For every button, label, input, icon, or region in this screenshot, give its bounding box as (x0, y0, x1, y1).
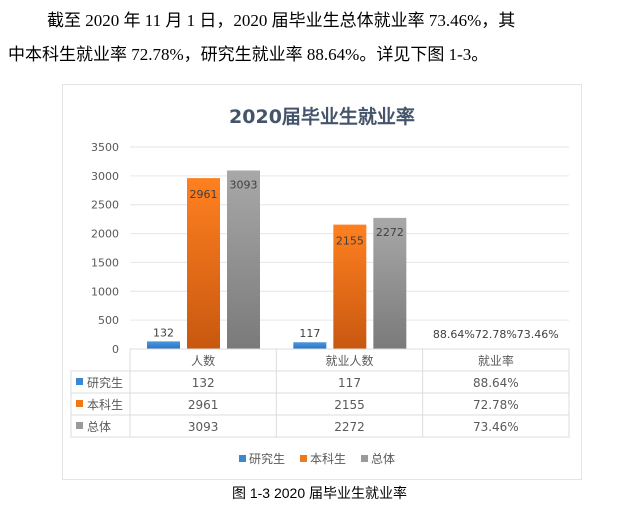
bar-chart: 2020届毕业生就业率 0 500 1000 1500 2000 2500 3000 3500 1… (70, 105, 570, 466)
chart-frame: 2020届毕业生就业率 0 500 1000 1500 2000 2500 3000 3500 1… (62, 84, 582, 480)
bar-总体 (227, 170, 260, 349)
table-cell: 72.78% (473, 398, 519, 412)
legend-marker (239, 455, 246, 462)
table-cell: 88.64% (473, 376, 519, 390)
legend-key-本科生 (76, 400, 83, 407)
data-label: 117 (299, 327, 320, 340)
chart-title: 2020届毕业生就业率 (229, 105, 415, 128)
legend-label: 本科生 (310, 452, 346, 466)
table-cell: 2961 (188, 398, 219, 412)
data-label: 2155 (336, 235, 364, 248)
table-cell: 2155 (334, 398, 365, 412)
data-label: 2272 (376, 226, 404, 239)
y-tick-label: 500 (98, 314, 119, 327)
table-cell: 117 (338, 376, 361, 390)
table-row-header: 研究生 (87, 375, 123, 390)
legend-marker (361, 455, 368, 462)
legend-label: 研究生 (249, 451, 285, 466)
legend-key-总体 (76, 422, 83, 429)
y-tick-label: 3500 (91, 141, 119, 154)
table-column-header: 就业人数 (325, 353, 373, 368)
data-label: 132 (153, 326, 174, 339)
paragraph-line: 中本科生就业率 72.78%，研究生就业率 88.64%。详见下图 1-3。 (8, 45, 489, 64)
paragraph-line: 截至 2020 年 11 月 1 日，2020 届毕业生总体就业率 73.46%… (47, 11, 516, 30)
y-tick-label: 2500 (91, 199, 119, 212)
figure-caption: 图 1-3 2020 届毕业生就业率 (231, 485, 408, 501)
table-cell: 3093 (188, 420, 219, 434)
body-paragraph: 截至 2020 年 11 月 1 日，2020 届毕业生总体就业率 73.46%… (8, 4, 633, 72)
table-row-header: 总体 (87, 420, 111, 434)
bar-总体 (373, 217, 407, 349)
y-tick-label: 0 (112, 343, 119, 356)
y-tick-label: 1500 (91, 256, 119, 269)
data-label: 2961 (190, 188, 218, 201)
table-cell: 73.46% (473, 420, 519, 434)
legend-label: 总体 (371, 452, 395, 466)
table-cell: 132 (192, 376, 215, 390)
bar-研究生 (147, 341, 180, 349)
data-label: 3093 (230, 178, 258, 191)
data-label: 88.64%72.78%73.46% (433, 328, 559, 341)
table-body-border (70, 370, 570, 438)
table-column-header: 人数 (191, 353, 215, 368)
legend-key-研究生 (76, 378, 83, 385)
bar-研究生 (293, 342, 327, 349)
legend-marker (300, 455, 307, 462)
bar-本科生 (333, 224, 367, 349)
y-tick-label: 1000 (91, 285, 119, 298)
table-cell: 2272 (334, 420, 365, 434)
table-row-header: 本科生 (87, 398, 123, 412)
y-tick-label: 2000 (91, 228, 119, 241)
bar-本科生 (187, 178, 220, 349)
table-column-header: 就业率 (478, 353, 514, 368)
y-tick-label: 3000 (91, 170, 119, 183)
